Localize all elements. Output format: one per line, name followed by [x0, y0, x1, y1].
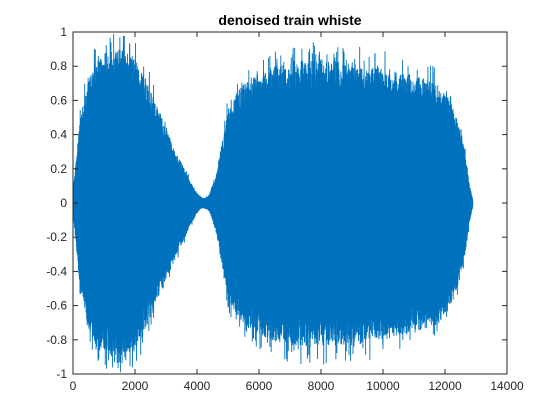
- y-tick-label: 0.8: [50, 59, 67, 73]
- chart-title: denoised train whiste: [218, 12, 361, 28]
- x-tick-label: 12000: [428, 379, 462, 393]
- x-tick-label: 14000: [490, 379, 524, 393]
- ticks-layer: 0 2000 4000 6000 8000 10000 12000 14000 -1 -0.8 -0…: [46, 25, 524, 393]
- y-tick-label: -1: [56, 367, 67, 381]
- y-tick-label: 0: [60, 196, 67, 210]
- y-tick-label: -0.4: [46, 264, 67, 278]
- y-tick-label: -0.6: [46, 299, 67, 313]
- x-tick-label: 4000: [184, 379, 211, 393]
- x-tick-label: 2000: [122, 379, 149, 393]
- signal-layer: [72, 33, 474, 373]
- y-tick-label: 1: [60, 25, 67, 39]
- y-tick-label: -0.8: [46, 333, 67, 347]
- y-tick-label: 0.6: [50, 93, 67, 107]
- x-tick-label: 6000: [246, 379, 273, 393]
- y-tick-label: 0.2: [50, 162, 67, 176]
- x-tick-label: 0: [70, 379, 77, 393]
- x-tick-label: 8000: [308, 379, 335, 393]
- y-tick-label: 0.4: [50, 128, 67, 142]
- x-tick-label: 10000: [366, 379, 400, 393]
- signal-core-fill: [73, 95, 473, 311]
- y-tick-label: -0.2: [46, 230, 67, 244]
